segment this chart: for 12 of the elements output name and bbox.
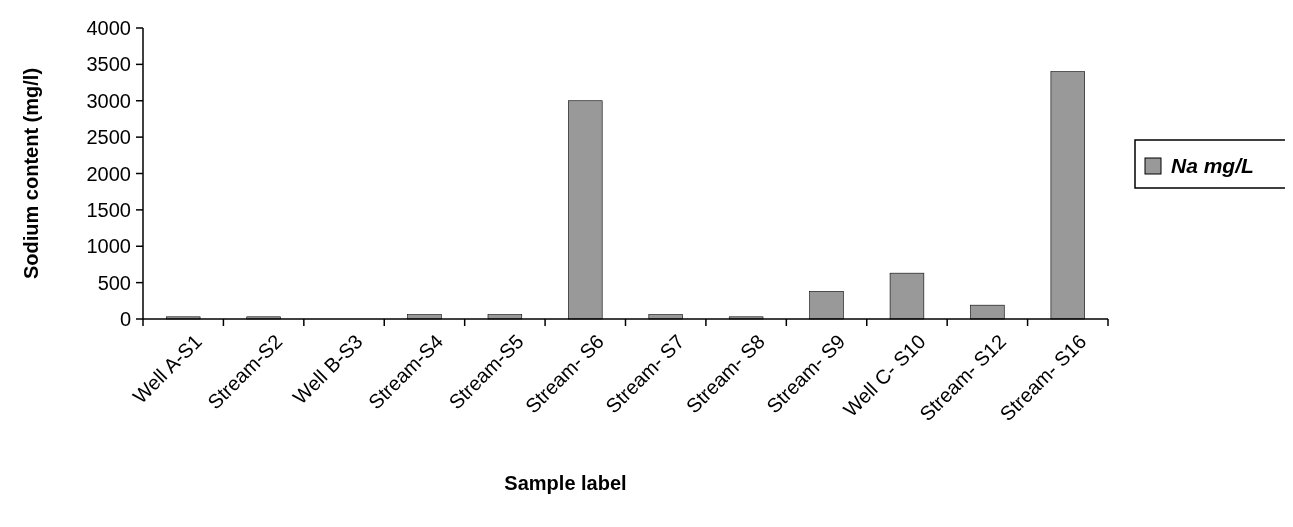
y-tick-label: 2000 bbox=[86, 162, 131, 185]
y-axis-title: Sodium content (mg/l) bbox=[20, 67, 42, 280]
x-axis-title: Sample label bbox=[504, 472, 627, 494]
y-tick-label: 0 bbox=[119, 308, 131, 330]
y-tick-label: 3500 bbox=[86, 53, 131, 76]
y-tick-label: 2500 bbox=[86, 126, 131, 149]
y-tick-label: 4000 bbox=[86, 17, 131, 39]
legend-label: Na mg/L bbox=[1171, 154, 1254, 178]
y-tick-label: 1000 bbox=[86, 235, 131, 258]
y-tick-label: 500 bbox=[97, 271, 131, 294]
y-tick-label: 1500 bbox=[86, 198, 131, 221]
y-tick-label: 3000 bbox=[86, 89, 131, 112]
